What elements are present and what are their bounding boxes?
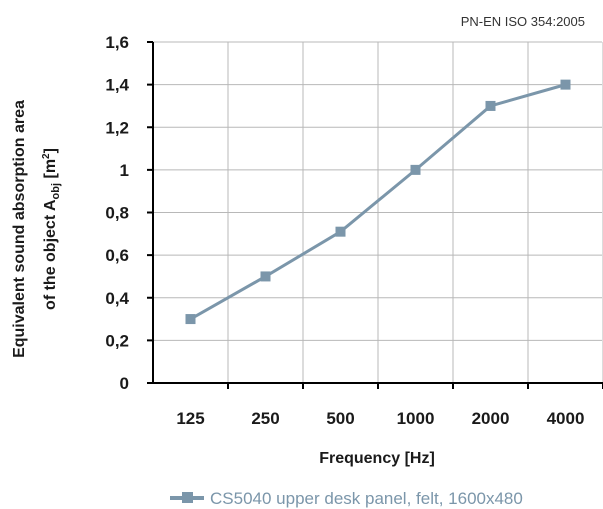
series xyxy=(185,79,571,325)
x-tick-label: 2000 xyxy=(472,409,510,428)
data-point xyxy=(335,226,346,237)
y-tick-label: 1,2 xyxy=(105,118,129,137)
y-tick-label: 0,8 xyxy=(105,204,129,223)
data-point xyxy=(410,164,421,175)
x-tick-label: 1000 xyxy=(397,409,435,428)
y-axis-title-unit-close: ] xyxy=(42,148,59,153)
legend-marker-swatch xyxy=(182,492,193,503)
y-tick-labels: 0 0,2 0,4 0,6 0,8 1 1,2 1,4 1,6 xyxy=(105,33,129,393)
y-tick-label: 0,6 xyxy=(105,246,129,265)
y-axis-title-line1: Equivalent sound absorption area xyxy=(11,100,28,358)
y-axis-title-prefix: of the object A xyxy=(42,199,59,310)
x-tick-label: 4000 xyxy=(547,409,585,428)
x-tick-label: 250 xyxy=(251,409,279,428)
axes xyxy=(147,41,603,389)
data-point xyxy=(560,79,571,90)
standard-note: PN-EN ISO 354:2005 xyxy=(461,14,585,29)
x-tick-label: 125 xyxy=(176,409,204,428)
y-tick-label: 0,2 xyxy=(105,331,129,350)
legend: CS5040 upper desk panel, felt, 1600x480 xyxy=(170,489,523,508)
x-tick-labels: 125 250 500 1000 2000 4000 xyxy=(176,409,584,428)
legend-label: CS5040 upper desk panel, felt, 1600x480 xyxy=(210,489,523,508)
y-tick-label: 1,4 xyxy=(105,76,129,95)
y-axis-title-subscript: obj xyxy=(50,183,62,200)
y-tick-label: 1,6 xyxy=(105,33,129,52)
data-point xyxy=(185,314,196,325)
x-tick-label: 500 xyxy=(326,409,354,428)
data-point xyxy=(260,271,271,282)
y-tick-label: 0 xyxy=(120,374,129,393)
y-axis-title: Equivalent sound absorption area of the … xyxy=(11,100,62,358)
x-axis-title: Frequency [Hz] xyxy=(319,450,435,467)
y-tick-label: 0,4 xyxy=(105,289,129,308)
y-tick-label: 1 xyxy=(120,161,129,180)
y-axis-title-line2: of the object Aobj [m2] xyxy=(41,148,62,310)
y-axis-title-superscript: 2 xyxy=(41,153,52,159)
data-point xyxy=(485,100,496,111)
series-line xyxy=(189,83,566,321)
y-axis-title-unit-open: [m xyxy=(42,159,59,183)
